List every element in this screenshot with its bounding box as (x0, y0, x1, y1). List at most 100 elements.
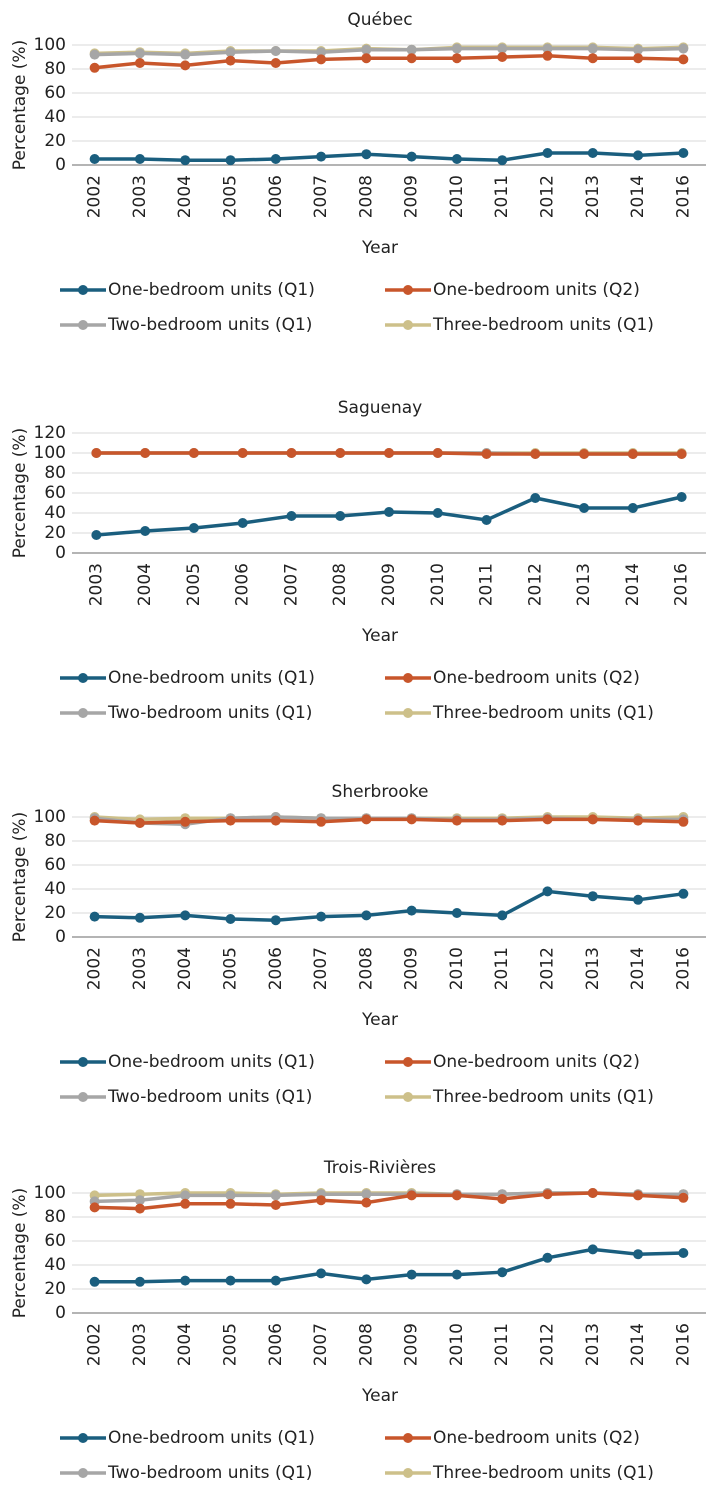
data-point (89, 62, 100, 73)
y-axis-label: Percentage (%) (10, 1188, 30, 1318)
data-point (361, 814, 372, 825)
data-point (406, 44, 417, 55)
data-point (678, 43, 689, 54)
legend-label: Three-bedroom units (Q1) (432, 703, 654, 723)
y-tick-label: 80 (44, 59, 66, 79)
x-tick-label: 2003 (130, 175, 150, 218)
data-point (180, 1275, 191, 1286)
data-point (406, 905, 417, 916)
series-line (94, 889, 684, 922)
x-tick-label: 2003 (130, 1323, 150, 1366)
data-point (587, 814, 598, 825)
data-point (134, 58, 145, 68)
legend-label: Three-bedroom units (Q1) (432, 315, 654, 335)
x-tick-label: 2002 (85, 947, 105, 990)
chart: Trois-Rivières Percentage (%) 0 20 40 60 80 100… (10, 1158, 706, 1483)
data-point (180, 816, 191, 827)
series-line (94, 817, 684, 825)
chart-title: Trois-Rivières (323, 1158, 436, 1178)
x-tick-label: 2007 (281, 563, 301, 606)
data-point (316, 911, 327, 922)
data-point (180, 1190, 191, 1201)
x-tick-label: 2013 (574, 563, 594, 606)
chart-title: Saguenay (338, 398, 423, 418)
legend-marker (403, 1057, 413, 1067)
y-axis-label: Percentage (%) (10, 812, 30, 942)
data-point (451, 43, 462, 54)
x-tick-label: 2010 (447, 175, 467, 218)
data-point (237, 518, 248, 528)
x-tick-label: 2004 (175, 947, 195, 990)
data-point (270, 815, 281, 826)
x-tick-label: 2006 (266, 1323, 286, 1366)
y-tick-label: 20 (44, 1279, 66, 1299)
data-point (451, 815, 462, 826)
x-axis-label: Year (361, 238, 398, 258)
x-tick-label: 2008 (356, 175, 376, 218)
y-tick-label: 100 (34, 443, 66, 463)
legend-label: Two-bedroom units (Q1) (107, 1087, 312, 1107)
data-point (542, 148, 553, 158)
legend-marker (78, 320, 88, 330)
data-point (140, 526, 151, 536)
x-tick-label: 2012 (538, 1323, 558, 1366)
data-point (180, 155, 191, 166)
x-tick-label: 2006 (233, 563, 253, 606)
data-point (633, 1249, 644, 1260)
data-point (237, 448, 248, 458)
x-axis-label: Year (361, 1386, 398, 1406)
data-point (627, 503, 638, 513)
data-point (225, 1198, 236, 1209)
y-tick-label: 100 (34, 35, 66, 55)
data-point (89, 1276, 100, 1287)
x-tick-label: 2012 (525, 563, 545, 606)
data-point (587, 53, 598, 64)
data-point (316, 47, 327, 58)
data-point (270, 1275, 281, 1286)
data-point (134, 912, 145, 923)
y-tick-label: 20 (44, 903, 66, 923)
x-tick-label: 2012 (538, 175, 558, 218)
legend-marker (403, 708, 413, 718)
x-tick-label: 2007 (311, 947, 331, 990)
data-point (134, 48, 145, 59)
y-tick-label: 0 (55, 1303, 66, 1323)
y-tick-label: 0 (55, 927, 66, 947)
x-tick-label: 2005 (221, 947, 241, 990)
data-point (542, 814, 553, 825)
y-axis-label: Percentage (%) (10, 428, 30, 558)
data-point (451, 1269, 462, 1280)
data-point (225, 1190, 236, 1201)
data-point (587, 43, 598, 54)
data-point (316, 1195, 327, 1206)
legend-label: One-bedroom units (Q1) (108, 1428, 315, 1448)
legend-marker (78, 1092, 88, 1102)
x-tick-label: 2007 (311, 175, 331, 218)
y-tick-label: 40 (44, 503, 66, 523)
data-point (361, 1197, 372, 1208)
legend-label: One-bedroom units (Q2) (433, 668, 640, 688)
x-tick-label: 2016 (673, 947, 693, 990)
legend-label: Two-bedroom units (Q1) (107, 315, 312, 335)
data-point (481, 515, 492, 525)
data-point (270, 915, 281, 926)
y-tick-label: 0 (55, 543, 66, 563)
legend-marker (403, 1433, 413, 1443)
chart-title: Québec (347, 10, 412, 30)
x-tick-label: 2014 (628, 1323, 648, 1366)
x-tick-label: 2010 (428, 563, 448, 606)
data-point (91, 530, 102, 540)
data-point (89, 815, 100, 826)
data-point (587, 1244, 598, 1255)
legend-label: Three-bedroom units (Q1) (432, 1087, 654, 1107)
data-point (316, 54, 327, 65)
legend-label: Two-bedroom units (Q1) (107, 703, 312, 723)
data-point (542, 1189, 553, 1200)
data-point (180, 910, 191, 921)
data-point (180, 49, 191, 60)
data-point (497, 52, 508, 62)
data-point (676, 492, 687, 502)
x-tick-label: 2014 (623, 563, 643, 606)
data-point (270, 1200, 281, 1210)
